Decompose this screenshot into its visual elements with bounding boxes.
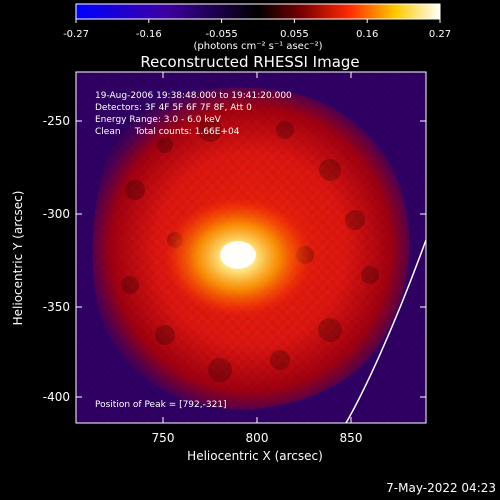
colorbar-tick-label-1: -0.16 (136, 29, 162, 40)
y-tick-label--300: -300 (43, 207, 70, 221)
x-tick-label-750: 750 (152, 431, 175, 445)
y-tick-label--350: -350 (43, 300, 70, 314)
plot-frame (75, 71, 427, 424)
colorbar-tick-label-5: 0.27 (429, 29, 451, 40)
colorbar-tick-label-2: -0.055 (205, 29, 237, 40)
solar-image (76, 72, 426, 423)
x-axis-label: Heliocentric X (arcsec) (187, 449, 323, 463)
annotation-time: 19-Aug-2006 19:38:48.000 to 19:41:20.000 (95, 91, 292, 101)
y-axis-label: Heliocentric Y (arcsec) (11, 191, 25, 326)
colorbar-tick-label-4: 0.16 (356, 29, 378, 40)
colorbar: -0.27 -0.16 -0.055 0.055 0.16 0.27 (phot… (63, 3, 451, 52)
annotation-clean-counts: Clean Total counts: 1.66E+04 (95, 127, 240, 137)
annotation-peak-position: Position of Peak = [792,-321] (95, 400, 227, 410)
y-tick-label--250: -250 (43, 114, 70, 128)
solar-limb-line (345, 239, 426, 423)
x-tick-label-850: 850 (340, 431, 363, 445)
annotation-energy: Energy Range: 3.0 - 6.0 keV (95, 115, 222, 125)
colorbar-ticks (75, 19, 441, 23)
timestamp: 7-May-2022 04:23 (386, 481, 496, 495)
colorbar-tick-label-0: -0.27 (63, 29, 89, 40)
y-axis (76, 120, 426, 398)
colorbar-gradient (75, 3, 441, 20)
annotation-detectors: Detectors: 3F 4F 5F 6F 7F 8F, Att 0 (95, 103, 252, 113)
y-tick-label--400: -400 (43, 390, 70, 404)
emission-blob (76, 72, 426, 423)
x-tick-label-800: 800 (246, 431, 269, 445)
colorbar-tick-label-3: 0.055 (280, 29, 309, 40)
plot-area: 750 800 850 -250 -300 -350 -400 Heliocen… (11, 71, 427, 463)
x-axis (162, 72, 352, 423)
colorbar-unit-label: (photons cm⁻² s⁻¹ asec⁻²) (193, 41, 322, 52)
figure-title: Reconstructed RHESSI Image (140, 53, 359, 71)
